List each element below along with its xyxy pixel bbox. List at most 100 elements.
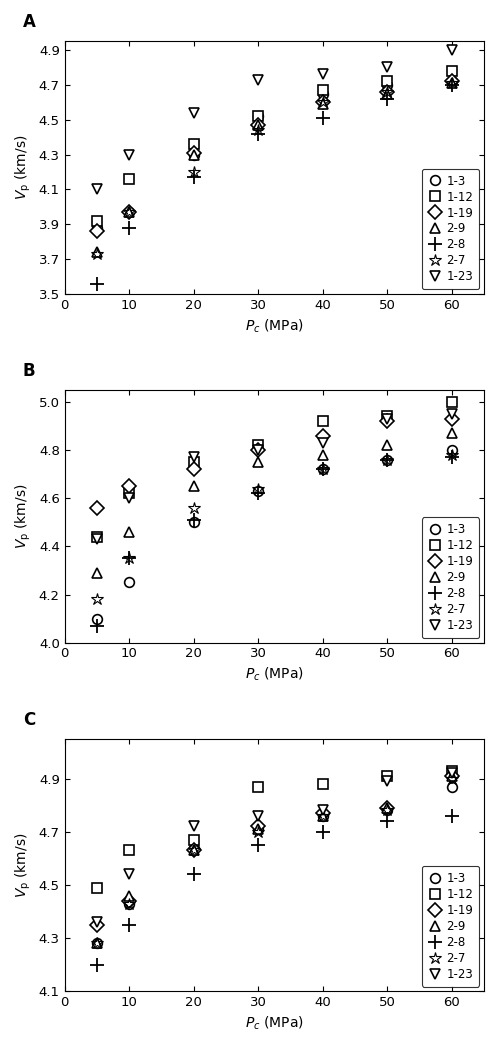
1-23 <box>449 767 455 779</box>
1-19 <box>255 118 261 131</box>
Line: 1-12: 1-12 <box>92 66 457 226</box>
1-19 <box>449 75 455 88</box>
1-3 <box>384 454 390 467</box>
2-7 <box>126 206 132 219</box>
Text: A: A <box>23 14 36 31</box>
2-8 <box>94 958 100 971</box>
1-19 <box>255 444 261 456</box>
Line: 1-3: 1-3 <box>92 446 457 623</box>
1-3 <box>384 78 390 91</box>
1-3 <box>191 149 197 161</box>
1-23 <box>384 412 390 425</box>
2-9 <box>320 810 326 822</box>
1-19 <box>94 918 100 931</box>
Legend: 1-3, 1-12, 1-19, 2-9, 2-8, 2-7, 1-23: 1-3, 1-12, 1-19, 2-9, 2-8, 2-7, 1-23 <box>422 518 480 638</box>
1-23 <box>126 492 132 504</box>
1-12 <box>384 770 390 782</box>
1-3 <box>320 88 326 100</box>
2-9 <box>384 439 390 452</box>
2-8 <box>255 487 261 500</box>
1-23 <box>449 44 455 56</box>
1-12 <box>255 110 261 122</box>
1-19 <box>384 801 390 814</box>
1-12 <box>126 173 132 185</box>
2-8 <box>126 552 132 565</box>
2-9 <box>191 480 197 493</box>
1-3 <box>191 516 197 528</box>
1-19 <box>255 820 261 833</box>
Line: 1-23: 1-23 <box>92 409 457 544</box>
Line: 1-23: 1-23 <box>92 45 457 195</box>
2-7 <box>126 552 132 565</box>
1-23 <box>384 775 390 788</box>
Y-axis label: $V_\mathrm{p}$ (km/s): $V_\mathrm{p}$ (km/s) <box>14 483 33 549</box>
2-9 <box>191 149 197 161</box>
Line: 1-19: 1-19 <box>92 771 457 930</box>
2-9 <box>94 937 100 950</box>
1-12 <box>191 138 197 151</box>
2-7 <box>191 165 197 178</box>
2-7 <box>255 825 261 838</box>
1-19 <box>449 412 455 425</box>
X-axis label: $P_c$ (MPa): $P_c$ (MPa) <box>245 1015 304 1032</box>
Line: 1-3: 1-3 <box>92 781 457 949</box>
1-12 <box>255 780 261 793</box>
2-9 <box>94 246 100 258</box>
1-12 <box>126 487 132 500</box>
1-12 <box>94 882 100 894</box>
1-19 <box>191 463 197 476</box>
Line: 2-9: 2-9 <box>92 771 457 949</box>
1-19 <box>94 225 100 237</box>
Y-axis label: $V_\mathrm{p}$ (km/s): $V_\mathrm{p}$ (km/s) <box>14 135 33 201</box>
1-19 <box>191 844 197 857</box>
1-23 <box>449 408 455 420</box>
2-7 <box>191 844 197 857</box>
2-8 <box>255 839 261 851</box>
2-9 <box>449 77 455 90</box>
2-8 <box>320 825 326 838</box>
2-8 <box>191 514 197 526</box>
2-9 <box>449 770 455 782</box>
2-9 <box>449 427 455 439</box>
1-19 <box>384 86 390 98</box>
Line: 1-19: 1-19 <box>92 76 457 236</box>
Line: 1-12: 1-12 <box>92 766 457 892</box>
Line: 2-8: 2-8 <box>90 809 459 972</box>
2-8 <box>126 222 132 234</box>
2-7 <box>320 810 326 822</box>
X-axis label: $P_c$ (MPa): $P_c$ (MPa) <box>245 666 304 683</box>
1-23 <box>255 73 261 86</box>
1-23 <box>94 183 100 196</box>
2-7 <box>384 804 390 817</box>
2-9 <box>126 889 132 902</box>
1-19 <box>126 894 132 907</box>
Legend: 1-3, 1-12, 1-19, 2-9, 2-8, 2-7, 1-23: 1-3, 1-12, 1-19, 2-9, 2-8, 2-7, 1-23 <box>422 866 480 986</box>
2-9 <box>384 88 390 100</box>
2-8 <box>191 868 197 881</box>
2-9 <box>255 118 261 131</box>
1-3 <box>255 823 261 836</box>
1-3 <box>94 937 100 950</box>
Line: 2-7: 2-7 <box>91 772 458 950</box>
1-3 <box>320 810 326 822</box>
1-12 <box>449 65 455 77</box>
1-19 <box>94 502 100 515</box>
2-7 <box>320 96 326 109</box>
2-7 <box>255 482 261 495</box>
2-9 <box>191 844 197 857</box>
1-19 <box>126 480 132 493</box>
1-3 <box>94 222 100 234</box>
2-7 <box>94 248 100 260</box>
1-3 <box>255 110 261 122</box>
1-12 <box>384 410 390 423</box>
2-9 <box>126 206 132 219</box>
1-23 <box>320 68 326 81</box>
2-8 <box>384 93 390 106</box>
1-12 <box>384 75 390 88</box>
Text: B: B <box>23 362 35 380</box>
1-3 <box>255 484 261 497</box>
1-3 <box>126 897 132 910</box>
X-axis label: $P_c$ (MPa): $P_c$ (MPa) <box>245 317 304 335</box>
Line: 2-7: 2-7 <box>91 77 458 260</box>
2-7 <box>384 86 390 98</box>
